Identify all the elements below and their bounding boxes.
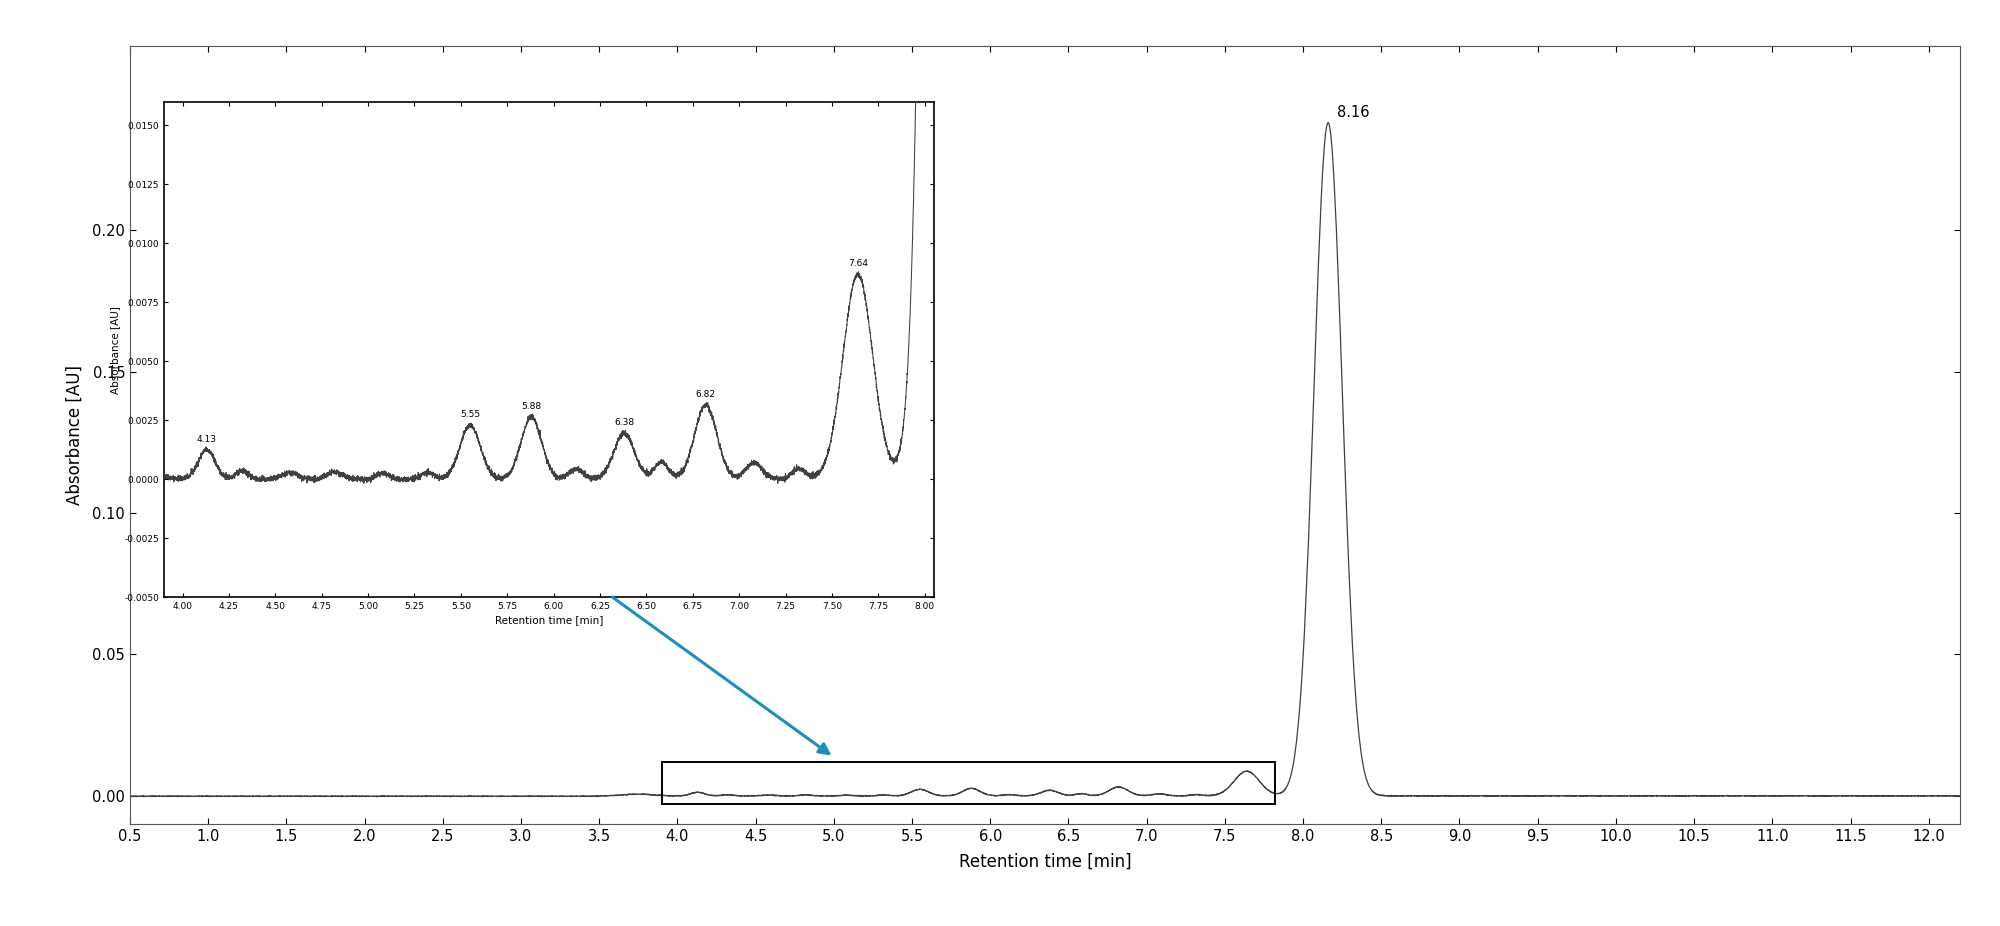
Bar [662,762,1274,805]
Text: 6.38: 6.38 [614,419,634,428]
Text: 5.55: 5.55 [460,410,480,419]
Y-axis label: Absorbance [AU]: Absorbance [AU] [66,365,84,506]
Text: 7.64: 7.64 [848,259,868,269]
Y-axis label: Absorbance [AU]: Absorbance [AU] [110,306,120,394]
Text: 5.88: 5.88 [522,402,542,411]
Text: 6.82: 6.82 [696,390,716,399]
X-axis label: Retention time [min]: Retention time [min] [958,852,1132,870]
X-axis label: Retention time [min]: Retention time [min] [494,615,604,625]
Text: 4.13: 4.13 [196,435,216,444]
Text: 8.16: 8.16 [1338,105,1370,119]
